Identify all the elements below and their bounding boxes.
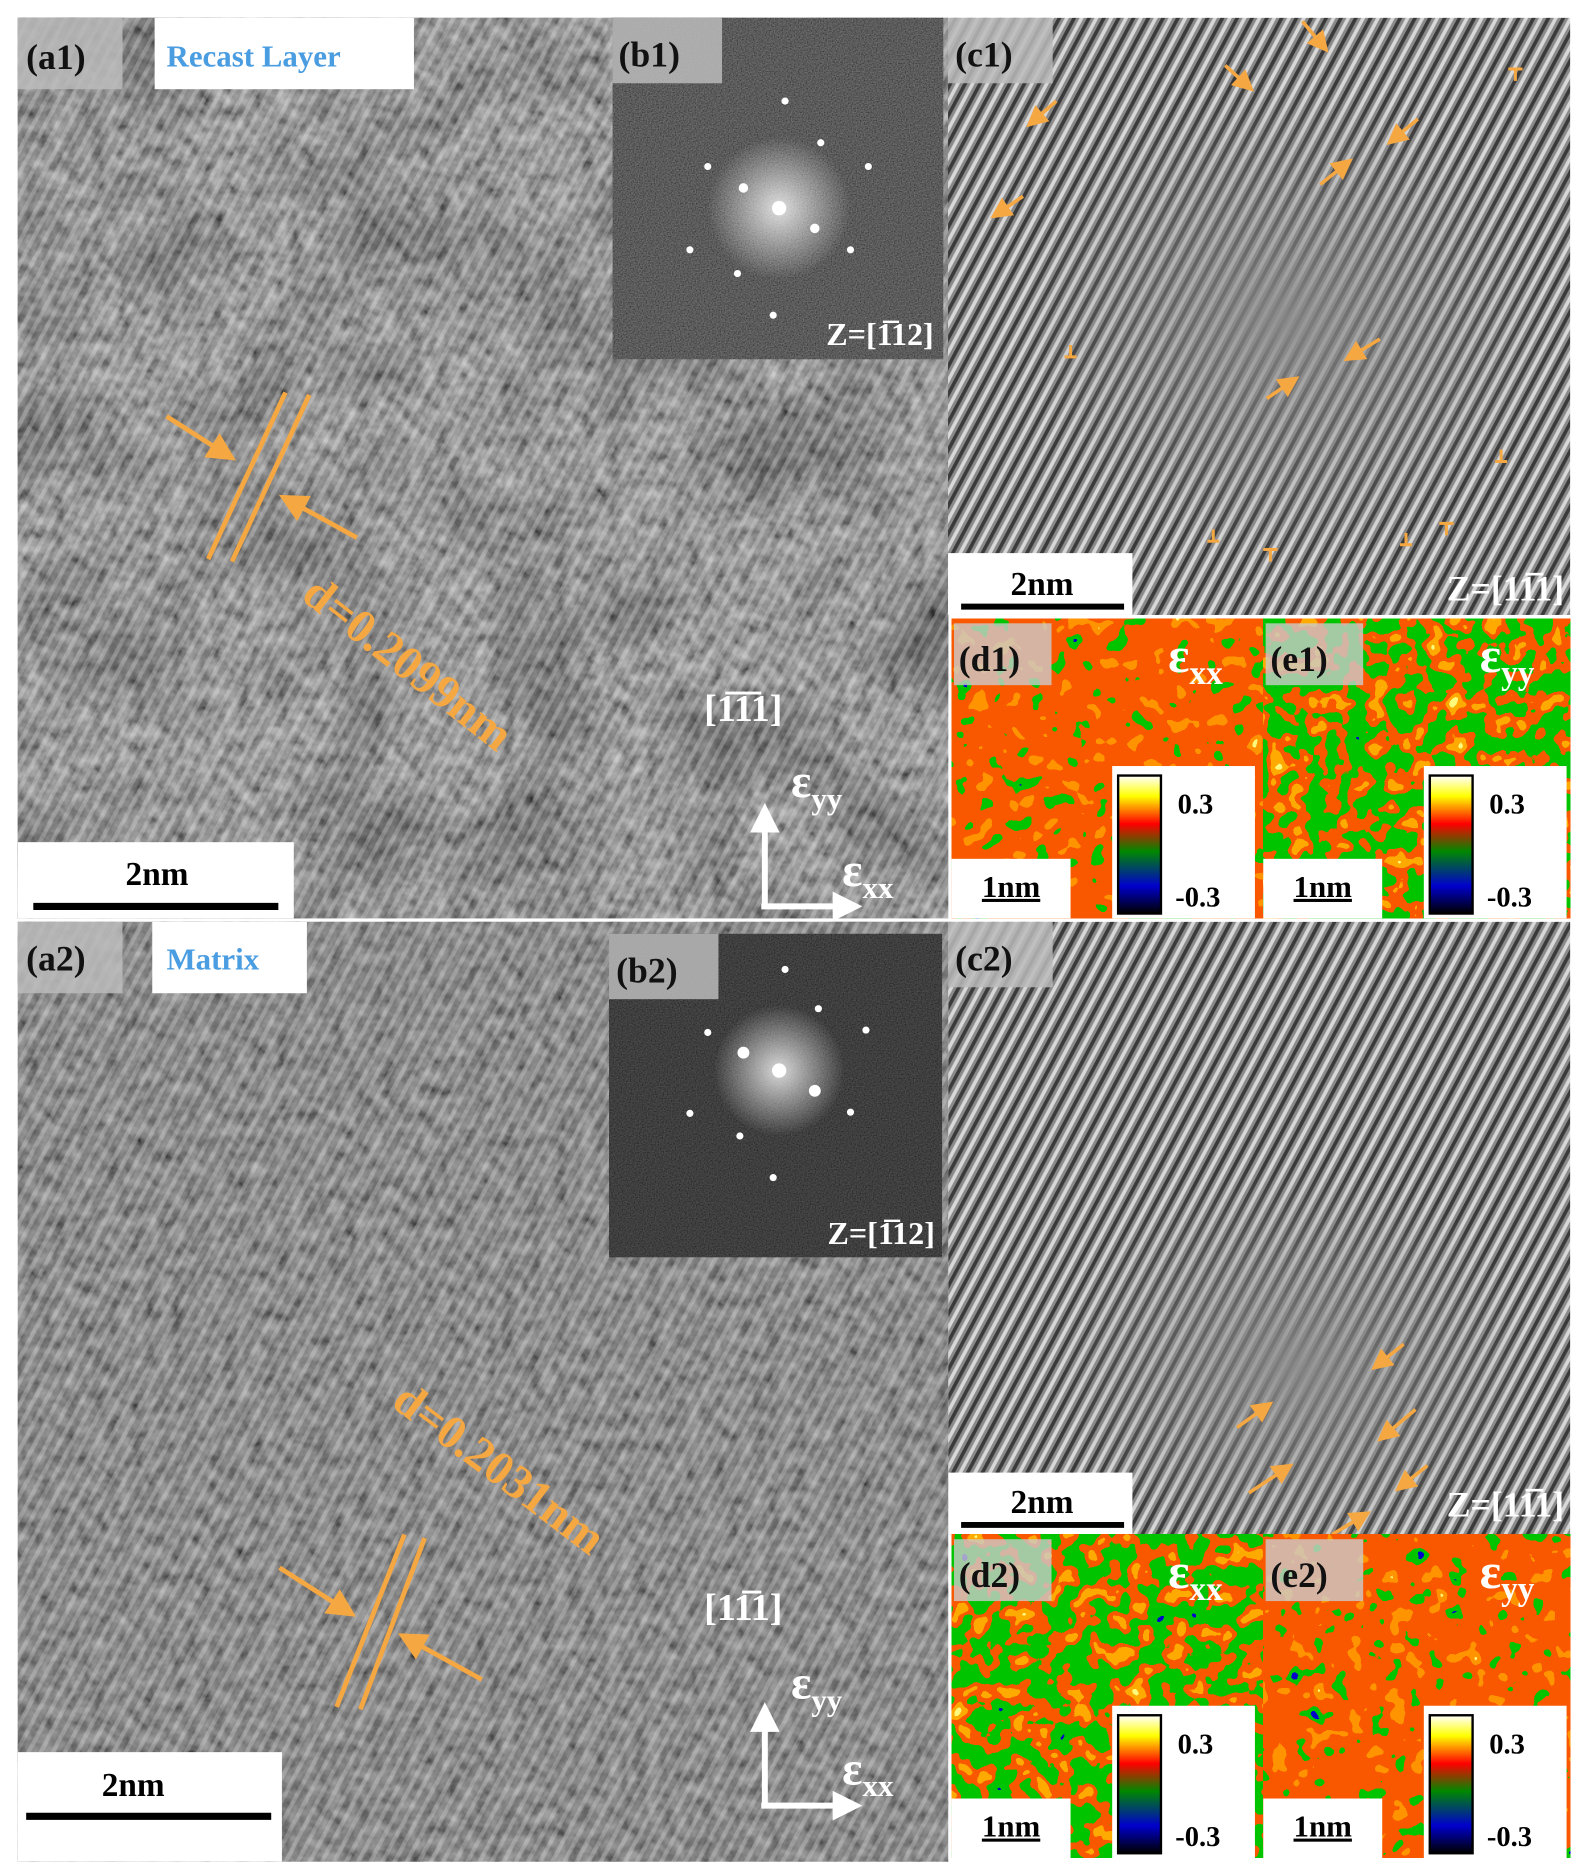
dislocation-arrows bbox=[990, 20, 1420, 400]
strain-symbol: εyy bbox=[1480, 627, 1535, 692]
panel-label: (e1) bbox=[1270, 639, 1327, 679]
panel-label: (b1) bbox=[619, 35, 680, 75]
strain-axis: εyy bbox=[791, 756, 843, 816]
scale-box bbox=[951, 1798, 1071, 1858]
strain-symbol-sub: yy bbox=[1501, 655, 1535, 692]
colorbar bbox=[1428, 774, 1474, 915]
label-box bbox=[953, 1539, 1052, 1602]
scale-label: 2nm bbox=[1011, 566, 1074, 603]
dislocation-arrows bbox=[1236, 1342, 1429, 1536]
scale-label: 2nm bbox=[102, 1767, 165, 1804]
strain-axis: εyy bbox=[791, 1658, 843, 1718]
label-box bbox=[1265, 1539, 1364, 1602]
scale-label: 1nm bbox=[982, 1809, 1041, 1844]
panel-label: (d1) bbox=[959, 639, 1020, 679]
panel-label: (c1) bbox=[955, 35, 1012, 75]
dislocation-symbols bbox=[1064, 67, 1523, 562]
panel-title: Recast Layer bbox=[167, 39, 341, 74]
colorbar bbox=[1428, 1714, 1474, 1855]
label-box bbox=[17, 17, 123, 90]
colorbar-min: -0.3 bbox=[1175, 1822, 1220, 1853]
zone-axis: Z=[1̅12] bbox=[826, 316, 933, 352]
colorbar-max: 0.3 bbox=[1178, 1729, 1214, 1760]
scale-label: 1nm bbox=[1294, 1809, 1353, 1844]
colorbar-min: -0.3 bbox=[1487, 882, 1532, 913]
panel-label: (b2) bbox=[616, 951, 677, 991]
scale-box bbox=[1263, 1798, 1383, 1858]
colorbar-max: 0.3 bbox=[1178, 790, 1214, 821]
figure-body: (a1) Recast Layer d=0.2099nm 2nm [1̅1̅1]… bbox=[17, 17, 1571, 1862]
strain-axis: εxx bbox=[842, 845, 894, 905]
panel-label: (a2) bbox=[26, 939, 85, 979]
scale-label: 1nm bbox=[982, 869, 1041, 904]
spacing-marker bbox=[278, 1533, 483, 1711]
scale-label: 2nm bbox=[126, 856, 189, 893]
label-box bbox=[1265, 623, 1364, 686]
panel-label: (e2) bbox=[1270, 1555, 1327, 1595]
label-box bbox=[953, 623, 1052, 686]
colorbar-min: -0.3 bbox=[1175, 882, 1220, 913]
diffraction-spots bbox=[686, 97, 872, 319]
panel-label: (a1) bbox=[26, 37, 85, 77]
scale-box bbox=[1263, 858, 1383, 919]
panel-title: Matrix bbox=[167, 941, 260, 976]
strain-symbol: εxx bbox=[1168, 627, 1223, 692]
colorbar bbox=[1116, 774, 1163, 915]
colorbar-max: 0.3 bbox=[1489, 790, 1525, 821]
strain-symbol: εyy bbox=[1480, 1543, 1535, 1608]
strain-symbol-sub: yy bbox=[1501, 1571, 1535, 1608]
scale-box bbox=[951, 858, 1071, 919]
zone-axis: Z=[11̅1] bbox=[1447, 569, 1564, 609]
colorbar bbox=[1116, 1714, 1163, 1855]
diffraction-spots bbox=[686, 965, 870, 1182]
axes-arrows bbox=[749, 1702, 863, 1821]
direction-label: [1̅1̅1] bbox=[704, 688, 782, 730]
strain-symbol-sub: xx bbox=[1189, 655, 1223, 692]
strain-symbol-main: ε bbox=[1168, 1543, 1189, 1599]
axes-arrows bbox=[749, 802, 863, 922]
strain-symbol-main: ε bbox=[1480, 627, 1501, 683]
panel-label: (c2) bbox=[955, 939, 1012, 979]
zone-axis: Z=[1̅12] bbox=[827, 1215, 935, 1251]
strain-symbol-main: ε bbox=[1480, 1543, 1501, 1599]
direction-label: [11̅1] bbox=[704, 1587, 782, 1629]
panel-label: (d2) bbox=[959, 1555, 1020, 1595]
colorbar-min: -0.3 bbox=[1487, 1822, 1532, 1853]
colorbar-max: 0.3 bbox=[1489, 1729, 1525, 1760]
strain-symbol-main: ε bbox=[1168, 627, 1189, 683]
strain-axis: εxx bbox=[842, 1743, 894, 1803]
scale-label: 1nm bbox=[1294, 869, 1353, 904]
strain-symbol-sub: xx bbox=[1189, 1571, 1223, 1608]
zone-axis: Z=[11̅1] bbox=[1447, 1485, 1564, 1525]
scale-label: 2nm bbox=[1011, 1484, 1074, 1521]
strain-symbol: εxx bbox=[1168, 1543, 1223, 1608]
spacing-marker bbox=[165, 391, 358, 563]
